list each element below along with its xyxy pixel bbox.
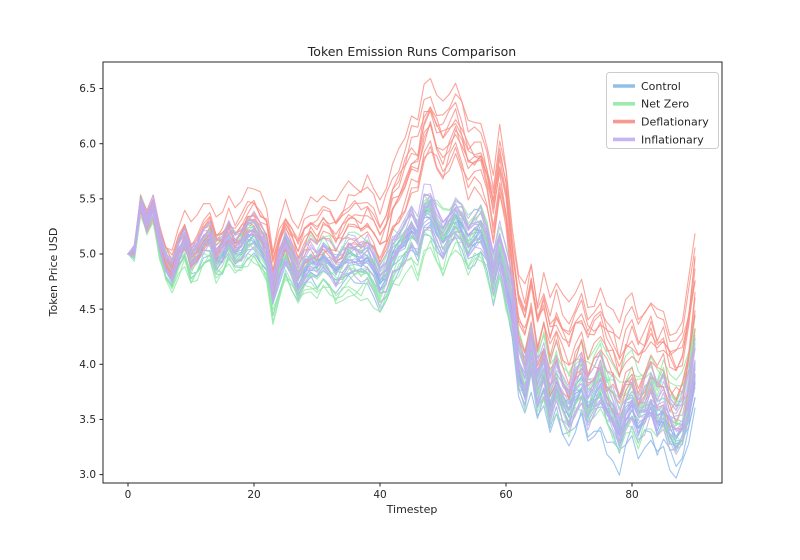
run-line [127,107,696,378]
legend-item-label: Net Zero [641,98,689,111]
x-axis-label: Timestep [386,503,438,516]
runs-inflationary [127,183,696,455]
run-line [127,77,696,337]
run-line [127,200,696,440]
axis-ticks: 0 20 40 60 80 3.0 3.5 4.0 4.5 5.0 5.5 6.0 6.5 [79,83,638,501]
run-line [127,93,696,343]
x-tick-label: 40 [373,489,386,501]
axes-frame [102,61,723,484]
y-tick-label: 4.0 [79,359,96,371]
run-line [127,203,696,434]
legend-item-deflationary: Deflationary [613,116,709,129]
legend-item-label: Inflationary [641,133,704,146]
y-tick-label: 5.0 [79,249,96,261]
run-line [127,200,696,454]
run-line [127,201,696,442]
x-tick-label: 20 [247,489,260,501]
legend: Control Net Zero Deflationary Inflationary [606,72,719,149]
run-lines [127,77,696,479]
legend-item-net-zero: Net Zero [613,98,689,111]
y-tick-label: 5.5 [79,193,96,205]
run-line [127,183,696,422]
legend-item-label: Control [641,80,681,93]
chart-title: Token Emission Runs Comparison [307,44,516,59]
run-line [127,192,696,411]
x-tick-label: 80 [625,489,638,501]
legend-item-control: Control [613,80,681,93]
run-line [127,101,696,360]
y-axis-label: Token Price USD [47,228,60,318]
run-line [127,209,696,451]
y-tick-label: 3.0 [79,469,96,481]
x-tick-label: 60 [499,489,512,501]
run-line [127,209,696,479]
legend-box [606,72,719,149]
legend-item-label: Deflationary [641,116,709,129]
y-tick-label: 4.5 [79,304,96,316]
run-line [127,199,696,425]
run-line [127,194,696,411]
y-tick-label: 3.5 [79,414,96,426]
y-tick-label: 6.0 [79,138,96,150]
x-tick-label: 0 [125,489,132,501]
run-line [127,201,696,418]
legend-item-inflationary: Inflationary [613,133,704,146]
y-tick-label: 6.5 [79,83,96,95]
